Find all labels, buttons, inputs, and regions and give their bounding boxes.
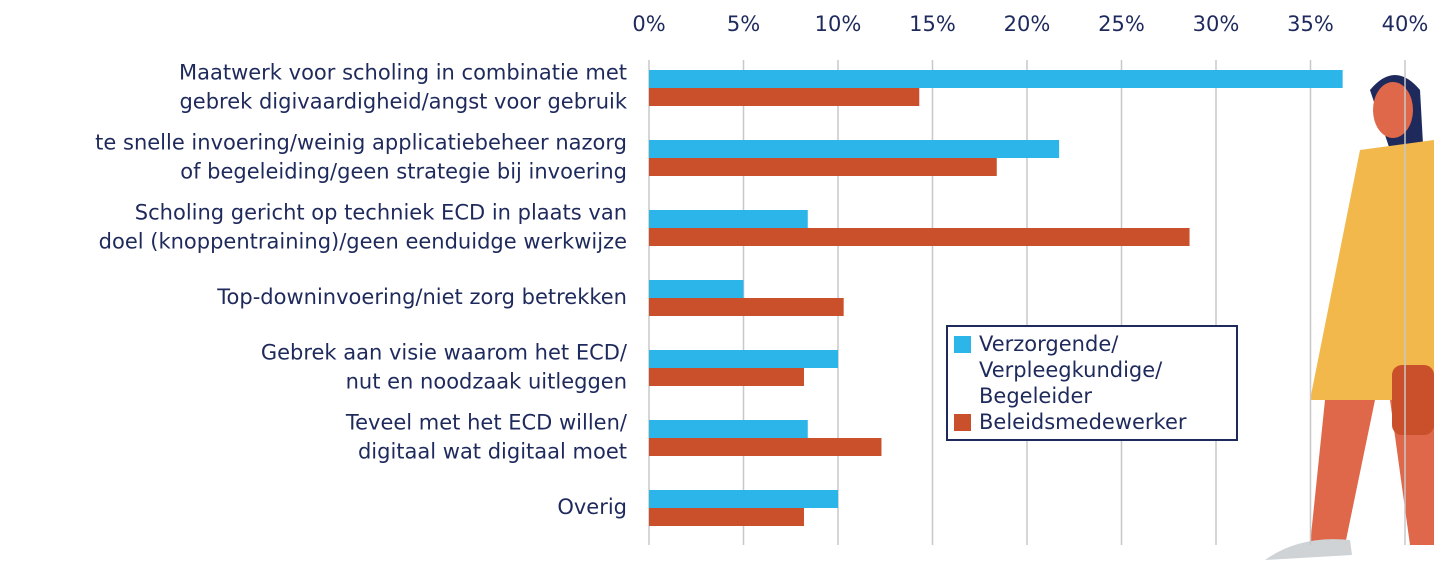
x-tick-label: 30% (1193, 12, 1240, 36)
bar (649, 508, 804, 526)
bar (649, 88, 920, 106)
bar (649, 280, 744, 298)
x-tick-label: 35% (1287, 12, 1334, 36)
y-tick-label: te snelle invoering/weinig applicatiebeh… (95, 131, 627, 155)
bar (649, 158, 997, 176)
bar (649, 140, 1060, 158)
x-tick-label: 5% (727, 12, 760, 36)
y-tick-label: gebrek digivaardigheid/angst voor gebrui… (179, 90, 627, 114)
bar (649, 350, 838, 368)
illustration (1265, 75, 1434, 560)
y-tick-label: Top-downinvoering/niet zorg betrekken (216, 285, 627, 309)
bar (649, 490, 838, 508)
x-tick-label: 15% (909, 12, 956, 36)
bar (649, 228, 1190, 246)
bar (649, 368, 804, 386)
y-tick-label: of begeleiding/geen strategie bij invoer… (180, 160, 627, 184)
x-tick-label: 40% (1382, 12, 1429, 36)
y-tick-label: doel (knoppentraining)/geen eenduidge we… (99, 230, 627, 254)
legend-item: Verzorgende/ Verpleegkundige/ Begeleider (954, 331, 1230, 409)
y-tick-label: Maatwerk voor scholing in combinatie met (179, 61, 627, 85)
legend-swatch (954, 414, 971, 431)
x-tick-label: 0% (632, 12, 665, 36)
legend-swatch (954, 336, 971, 353)
y-tick-label: Overig (557, 495, 627, 519)
y-tick-label: nut en noodzaak uitleggen (346, 370, 627, 394)
bar (649, 298, 844, 316)
bar (649, 420, 808, 438)
y-tick-label: Gebrek aan visie waarom het ECD/ (261, 341, 628, 365)
y-tick-label: Teveel met het ECD willen/ (345, 411, 628, 435)
y-tick-label: Scholing gericht op techniek ECD in plaa… (135, 201, 627, 225)
legend-label: Verzorgende/ Verpleegkundige/ Begeleider (979, 332, 1163, 408)
x-tick-label: 20% (1004, 12, 1051, 36)
legend-label: Beleidsmedewerker (979, 410, 1187, 434)
bar (649, 70, 1343, 88)
bar (649, 210, 808, 228)
legend: Verzorgende/ Verpleegkundige/ Begeleider… (946, 325, 1238, 441)
y-tick-label: digitaal wat digitaal moet (358, 440, 627, 464)
bar (649, 438, 882, 456)
x-tick-label: 10% (815, 12, 862, 36)
x-tick-label: 25% (1098, 12, 1145, 36)
legend-item: Beleidsmedewerker (954, 409, 1230, 435)
